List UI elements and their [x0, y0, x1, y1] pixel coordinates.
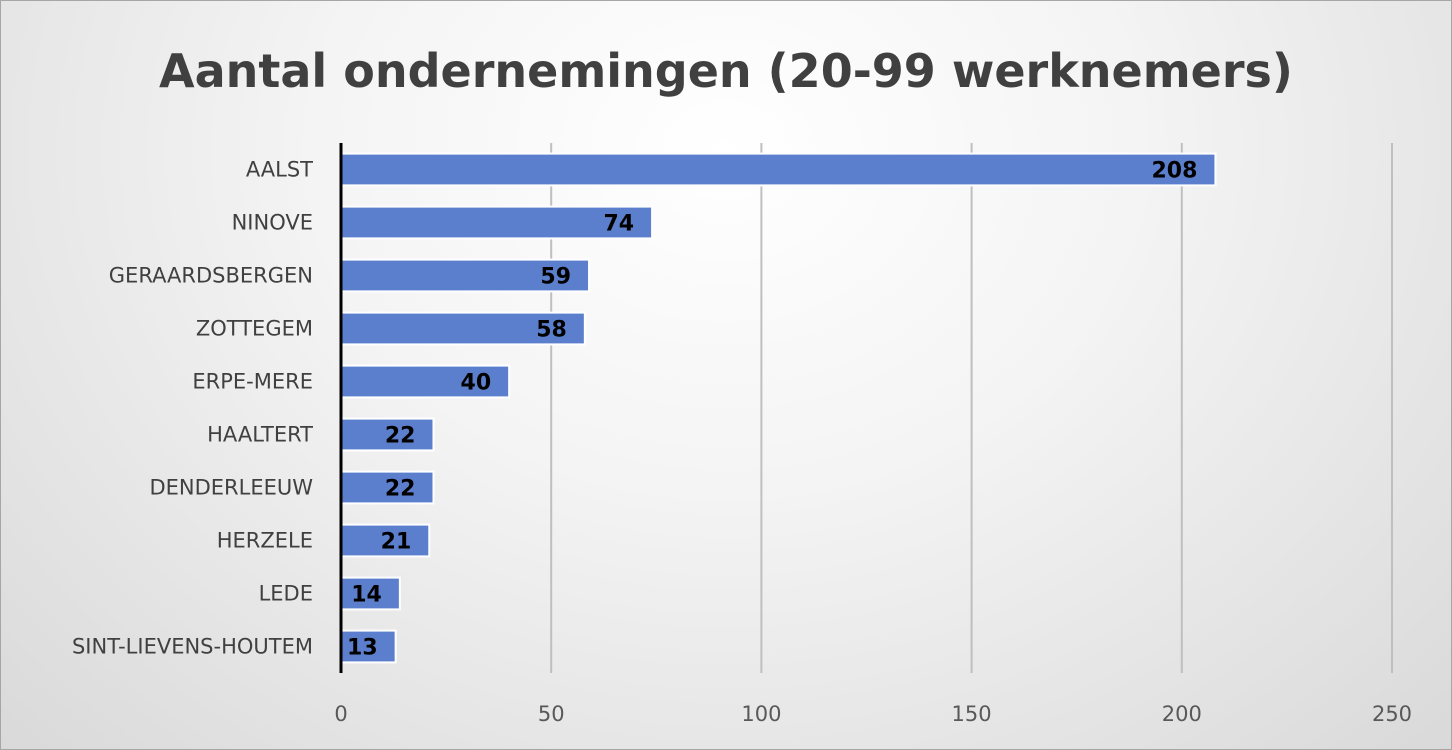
chart-title: Aantal ondernemingen (20-99 werknemers)	[159, 44, 1293, 98]
x-tick-label: 50	[538, 702, 565, 726]
data-label: 14	[351, 583, 382, 608]
category-label: AALST	[246, 158, 313, 182]
data-label: 13	[347, 636, 378, 661]
data-label: 22	[385, 424, 416, 449]
category-label: ZOTTEGEM	[196, 317, 313, 341]
data-labels: 208 74 59 58 40 22 22 21 14 13	[347, 159, 1197, 661]
x-tick-label: 250	[1372, 702, 1412, 726]
category-label: GERAARDSBERGEN	[109, 264, 313, 288]
data-label: 22	[385, 477, 416, 502]
category-label: NINOVE	[232, 211, 313, 235]
data-label: 59	[540, 265, 571, 290]
bar	[340, 470, 435, 505]
category-label: ERPE-MERE	[192, 370, 313, 394]
x-tick-labels: 0 50 100 150 200 250	[334, 702, 1412, 726]
bars	[340, 152, 1217, 664]
x-tick-label: 0	[334, 702, 347, 726]
category-label: HERZELE	[217, 529, 313, 553]
bar	[340, 364, 511, 399]
category-labels: AALST NINOVE GERAARDSBERGEN ZOTTEGEM ERPE-ME…	[72, 158, 313, 659]
category-label: LEDE	[259, 582, 313, 606]
bar	[340, 205, 654, 240]
bar	[340, 152, 1217, 187]
bar	[340, 417, 435, 452]
x-tick-label: 150	[952, 702, 992, 726]
category-label: DENDERLEEUW	[149, 476, 313, 500]
category-label: SINT-LIEVENS-HOUTEM	[72, 635, 313, 659]
x-tick-label: 200	[1162, 702, 1202, 726]
bar	[340, 311, 586, 346]
category-label: HAALTERT	[207, 423, 313, 447]
x-tick-label: 100	[741, 702, 781, 726]
data-label: 40	[461, 371, 492, 396]
data-label: 21	[381, 530, 412, 555]
data-label: 208	[1151, 159, 1197, 184]
bar	[340, 523, 431, 558]
bar	[340, 576, 401, 611]
data-label: 74	[603, 212, 634, 237]
gridlines	[550, 143, 1393, 673]
data-label: 58	[536, 318, 567, 343]
